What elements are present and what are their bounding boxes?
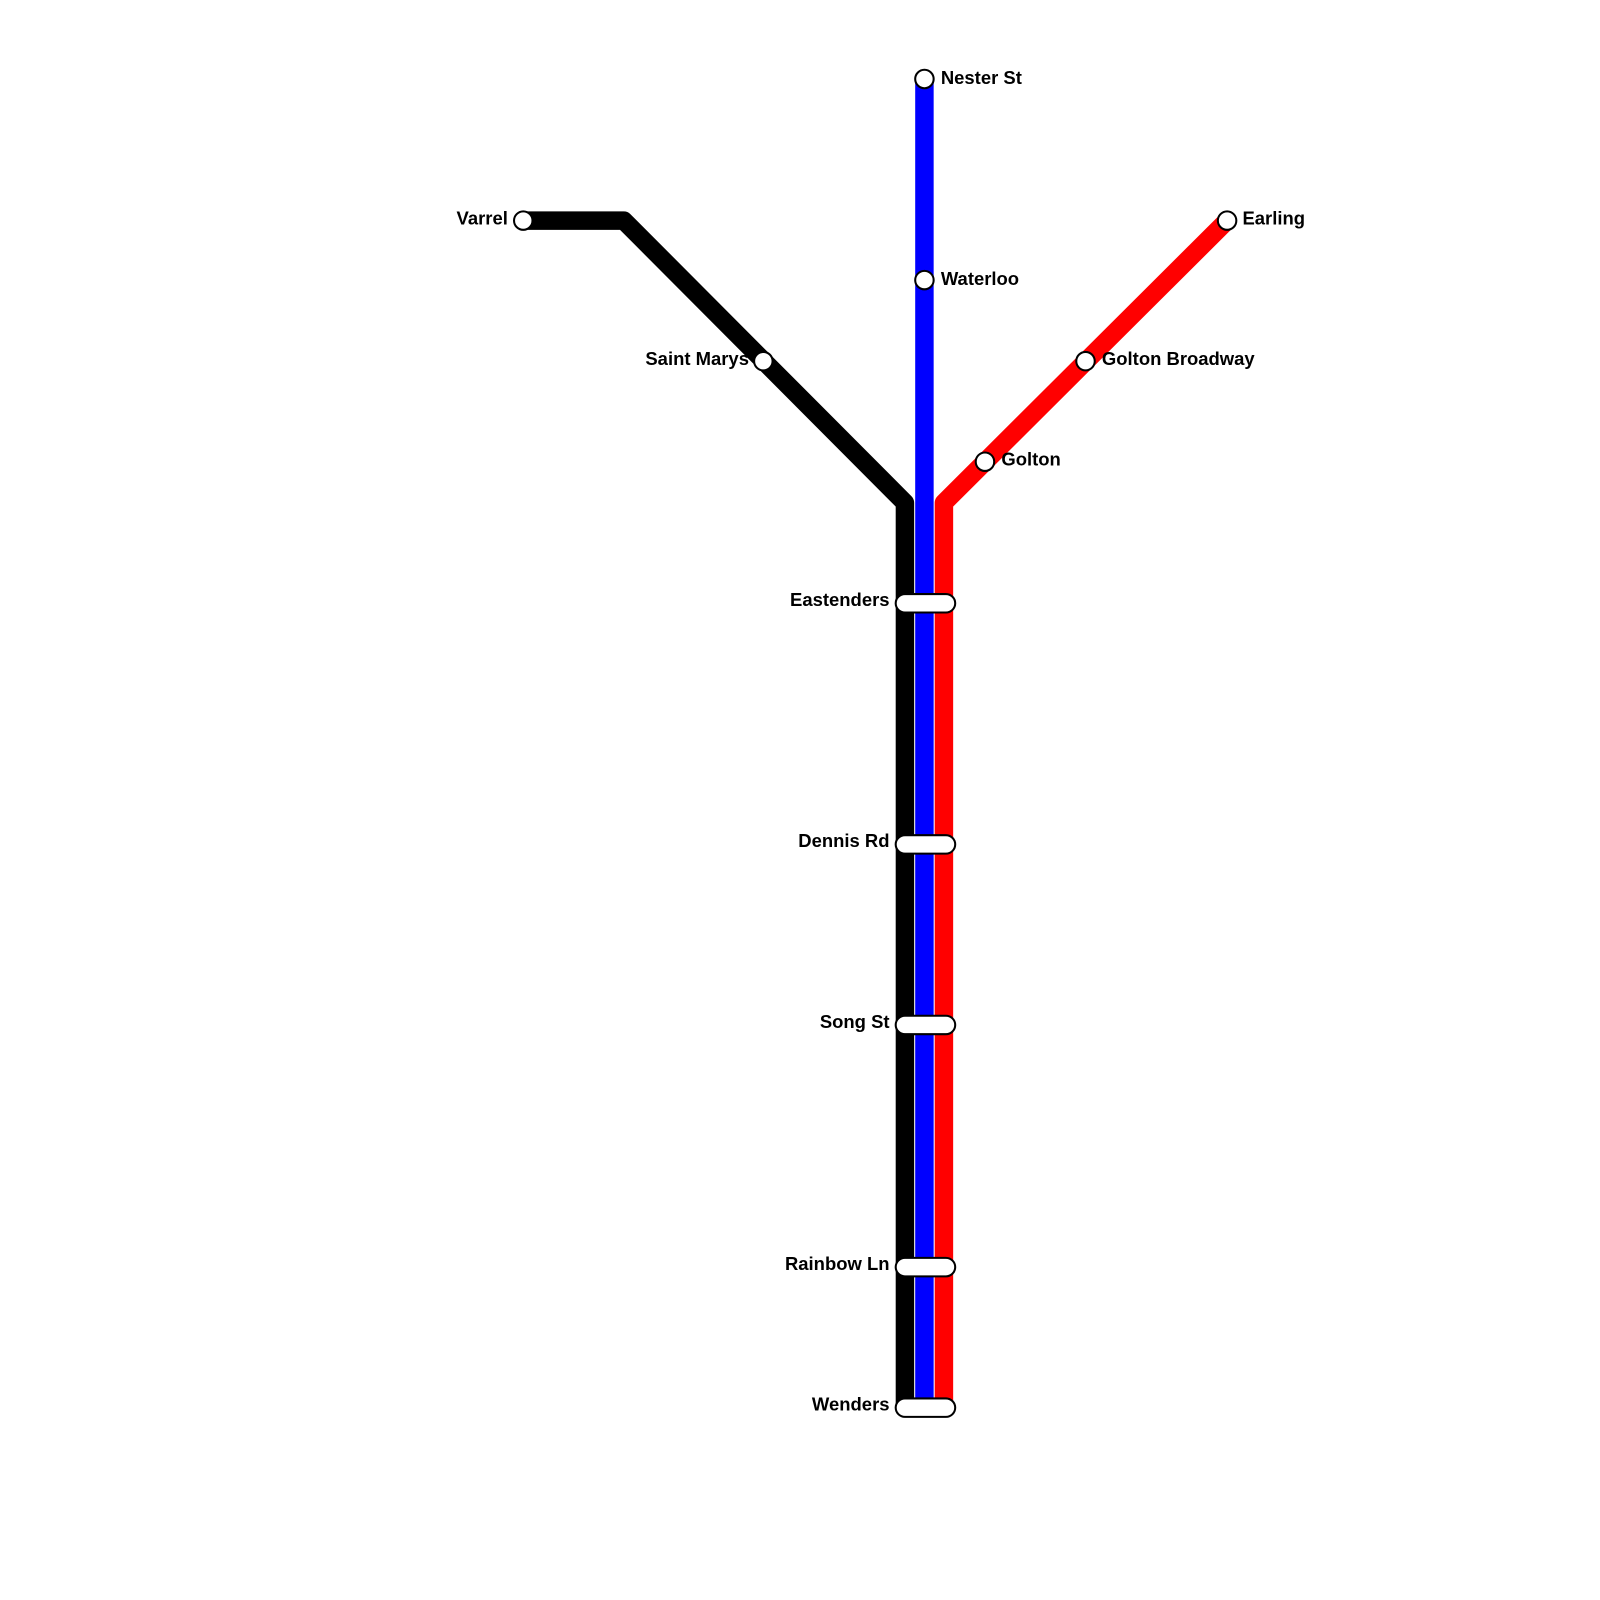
- station-label: Golton Broadway: [1102, 348, 1255, 369]
- station-label: Golton: [1001, 449, 1060, 470]
- interchange-marker: [894, 1397, 957, 1418]
- station-marker: [914, 68, 935, 90]
- station-marker: [914, 269, 935, 291]
- red-line: [934, 214, 1234, 1406]
- station-marker: [753, 350, 774, 372]
- station-label: Dennis Rd: [798, 830, 889, 851]
- station-label: Song St: [820, 1011, 890, 1032]
- station-marker: [1216, 210, 1238, 231]
- station-label: Earling: [1242, 207, 1305, 228]
- station-marker: [974, 451, 996, 472]
- interchange-marker: [894, 593, 957, 614]
- interchange-marker: [894, 834, 957, 855]
- station-label: Rainbow Ln: [785, 1253, 890, 1274]
- black-line: [523, 211, 915, 1406]
- station-label: Wenders: [812, 1393, 890, 1414]
- interchange-marker: [894, 1014, 957, 1036]
- station-label: Saint Marys: [645, 348, 749, 369]
- station-label: Waterloo: [941, 268, 1019, 289]
- map-content: Nester St Waterloo Varrel Saint Marys Ea…: [457, 67, 1305, 1418]
- station-marker: [1075, 350, 1096, 372]
- station-label: Varrel: [457, 207, 508, 228]
- interchange-marker: [894, 1256, 957, 1278]
- station-label: Eastenders: [790, 589, 890, 610]
- station-label: Nester St: [941, 67, 1022, 88]
- station-marker: [513, 210, 534, 231]
